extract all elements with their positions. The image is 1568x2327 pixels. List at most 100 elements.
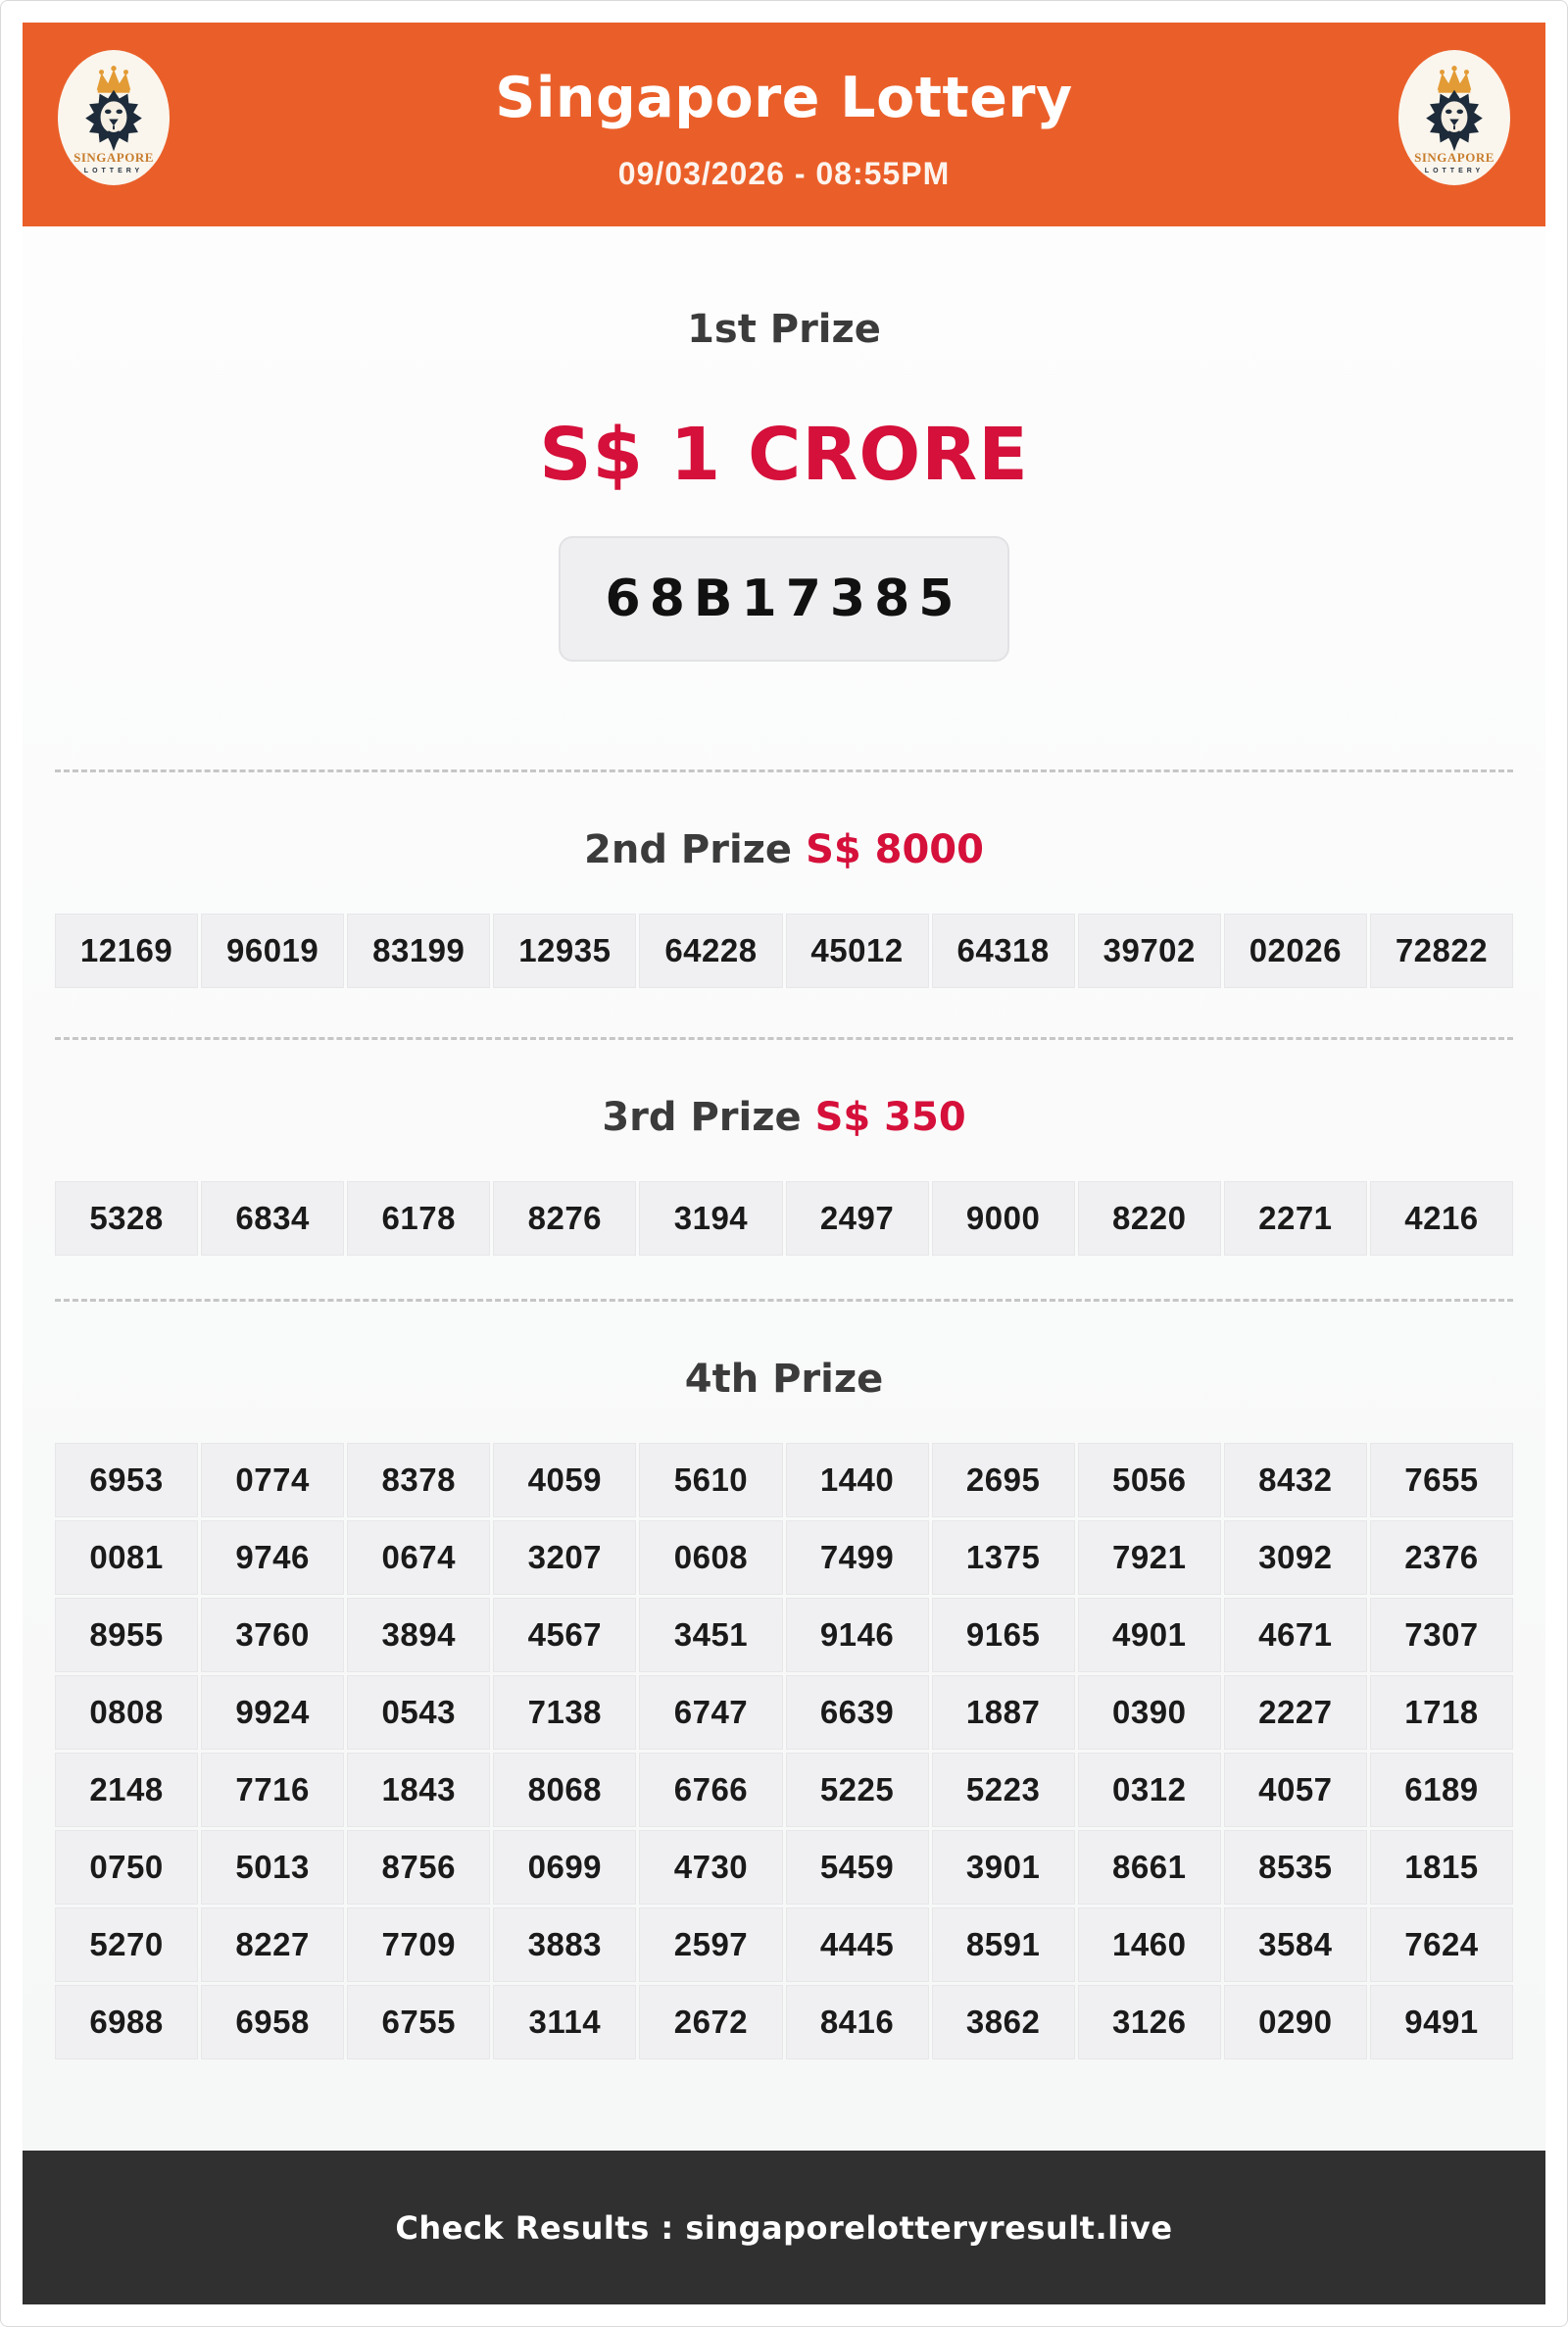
second-prize-label: 2nd Prize	[584, 827, 793, 872]
number-cell: 0543	[347, 1675, 491, 1750]
number-cell: 5013	[201, 1830, 345, 1905]
number-cell: 8416	[785, 1985, 929, 2059]
number-cell: 96019	[201, 914, 345, 988]
number-cell: 2271	[1223, 1181, 1367, 1256]
number-cell: 9146	[785, 1598, 929, 1672]
number-cell: 0608	[639, 1520, 783, 1595]
number-cell: 8227	[201, 1907, 345, 1982]
crown-icon	[1437, 65, 1472, 93]
number-cell: 8955	[55, 1598, 199, 1672]
number-cell: 3126	[1077, 1985, 1221, 2059]
fourth-prize-heading: 4th Prize	[685, 1357, 884, 1402]
number-cell: 02026	[1223, 914, 1367, 988]
number-cell: 0290	[1223, 1985, 1367, 2059]
third-prize-numbers-grid: 5328 6834 6178 8276 3194 2497 9000 8220 2271 4216	[55, 1181, 1513, 1256]
number-cell: 3584	[1223, 1907, 1367, 1982]
number-cell: 0674	[347, 1520, 491, 1595]
number-cell: 0081	[55, 1520, 199, 1595]
logo-subtext: LOTTERY	[1424, 167, 1485, 174]
number-cell: 9491	[1369, 1985, 1513, 2059]
logo-subtext: LOTTERY	[83, 167, 144, 174]
lion-icon	[85, 89, 142, 151]
first-prize-amount: S$ 1 CRORE	[539, 413, 1029, 497]
number-cell: 4216	[1369, 1181, 1513, 1256]
number-cell: 3207	[493, 1520, 637, 1595]
number-cell: 72822	[1369, 914, 1513, 988]
number-cell: 4057	[1223, 1753, 1367, 1827]
number-cell: 5223	[931, 1753, 1075, 1827]
third-prize-label: 3rd Prize	[602, 1095, 802, 1140]
number-cell: 1460	[1077, 1907, 1221, 1982]
number-cell: 8535	[1223, 1830, 1367, 1905]
number-cell: 39702	[1077, 914, 1221, 988]
number-cell: 2376	[1369, 1520, 1513, 1595]
number-cell: 3092	[1223, 1520, 1367, 1595]
lion-icon	[1426, 89, 1483, 151]
logo-wordmark: SINGAPORE	[1414, 149, 1494, 165]
first-prize-heading: 1st Prize	[687, 307, 881, 352]
number-cell: 4730	[639, 1830, 783, 1905]
number-cell: 3114	[493, 1985, 637, 2059]
number-cell: 6953	[55, 1443, 199, 1517]
number-cell: 6639	[785, 1675, 929, 1750]
number-cell: 8276	[493, 1181, 637, 1256]
footer-check-results-text: Check Results : singaporelotteryresult.l…	[395, 2208, 1173, 2247]
number-cell: 7499	[785, 1520, 929, 1595]
brand-logo-right: SINGAPORE LOTTERY	[1398, 50, 1510, 185]
number-cell: 3760	[201, 1598, 345, 1672]
number-cell: 8661	[1077, 1830, 1221, 1905]
number-cell: 3894	[347, 1598, 491, 1672]
page-title: Singapore Lottery	[495, 65, 1073, 130]
number-cell: 0312	[1077, 1753, 1221, 1827]
number-cell: 6178	[347, 1181, 491, 1256]
number-cell: 8591	[931, 1907, 1075, 1982]
number-cell: 6988	[55, 1985, 199, 2059]
number-cell: 7624	[1369, 1907, 1513, 1982]
third-prize-heading: 3rd Prize S$ 350	[602, 1095, 965, 1140]
crown-icon	[96, 65, 131, 93]
number-cell: 1843	[347, 1753, 491, 1827]
number-cell: 6766	[639, 1753, 783, 1827]
number-cell: 0699	[493, 1830, 637, 1905]
number-cell: 4901	[1077, 1598, 1221, 1672]
number-cell: 0774	[201, 1443, 345, 1517]
number-cell: 8220	[1077, 1181, 1221, 1256]
number-cell: 4567	[493, 1598, 637, 1672]
number-cell: 1375	[931, 1520, 1075, 1595]
number-cell: 2597	[639, 1907, 783, 1982]
number-cell: 3862	[931, 1985, 1075, 2059]
second-prize-amount: S$ 8000	[806, 827, 984, 872]
number-cell: 3451	[639, 1598, 783, 1672]
fourth-prize-numbers-grid: 6953 0774 8378 4059 5610 1440 2695 5056 8432 7655…	[55, 1443, 1513, 2059]
number-cell: 8756	[347, 1830, 491, 1905]
number-cell: 2148	[55, 1753, 199, 1827]
number-cell: 7716	[201, 1753, 345, 1827]
number-cell: 8378	[347, 1443, 491, 1517]
number-cell: 64318	[931, 914, 1075, 988]
number-cell: 45012	[785, 914, 929, 988]
number-cell: 8068	[493, 1753, 637, 1827]
number-cell: 6834	[201, 1181, 345, 1256]
number-cell: 5056	[1077, 1443, 1221, 1517]
first-prize-label: 1st Prize	[687, 307, 881, 352]
number-cell: 9165	[931, 1598, 1075, 1672]
number-cell: 2695	[931, 1443, 1075, 1517]
fourth-prize-label: 4th Prize	[684, 1357, 884, 1402]
number-cell: 7921	[1077, 1520, 1221, 1595]
number-cell: 7709	[347, 1907, 491, 1982]
second-prize-numbers-grid: 12169 96019 83199 12935 64228 45012 64318 39702…	[55, 914, 1513, 988]
number-cell: 5610	[639, 1443, 783, 1517]
number-cell: 1718	[1369, 1675, 1513, 1750]
number-cell: 0808	[55, 1675, 199, 1750]
header-banner: SINGAPORE LOTTERY Singapore Lottery 09/0…	[23, 23, 1545, 226]
number-cell: 6189	[1369, 1753, 1513, 1827]
number-cell: 5225	[785, 1753, 929, 1827]
number-cell: 5270	[55, 1907, 199, 1982]
number-cell: 0750	[55, 1830, 199, 1905]
logo-wordmark: SINGAPORE	[74, 149, 154, 165]
draw-datetime: 09/03/2026 - 08:55PM	[617, 155, 951, 191]
number-cell: 0390	[1077, 1675, 1221, 1750]
number-cell: 1887	[931, 1675, 1075, 1750]
number-cell: 6755	[347, 1985, 491, 2059]
number-cell: 1815	[1369, 1830, 1513, 1905]
